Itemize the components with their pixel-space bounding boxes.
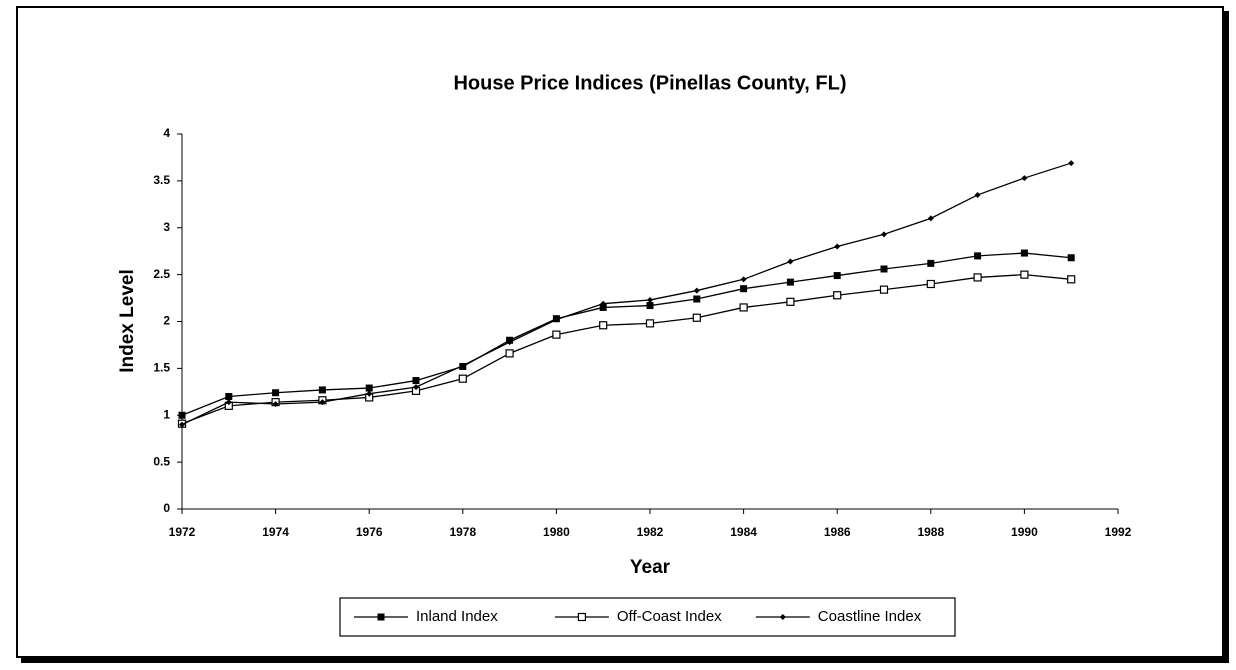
- legend-label: Inland Index: [416, 608, 498, 625]
- marker: [1020, 249, 1028, 257]
- marker: [926, 279, 935, 289]
- marker: [553, 316, 560, 323]
- marker: [319, 399, 326, 406]
- x-tick-label: 1982: [637, 525, 664, 539]
- marker: [693, 295, 701, 303]
- marker: [646, 302, 654, 310]
- series-line: [181, 252, 1072, 416]
- marker: [459, 362, 466, 369]
- marker: [974, 252, 982, 260]
- marker: [880, 265, 888, 273]
- marker: [879, 285, 889, 294]
- legend-label: Coastline Index: [818, 608, 922, 625]
- series-line: [181, 273, 1072, 425]
- marker: [693, 287, 700, 294]
- y-tick-label: 4: [163, 126, 170, 140]
- marker: [505, 349, 514, 358]
- marker: [506, 339, 513, 346]
- legend-box: [339, 597, 956, 637]
- marker: [178, 411, 186, 419]
- y-tick-label: 1: [163, 407, 170, 421]
- marker: [833, 291, 842, 300]
- marker: [645, 319, 655, 328]
- marker: [740, 285, 748, 293]
- marker: [786, 278, 794, 286]
- marker: [272, 401, 279, 407]
- marker: [1020, 270, 1029, 279]
- y-tick-label: 3: [163, 220, 170, 234]
- legend-marker: [377, 613, 385, 621]
- x-tick-label: 1990: [1011, 525, 1038, 539]
- marker: [318, 386, 326, 394]
- x-tick-label: 1978: [449, 525, 476, 539]
- marker: [974, 191, 981, 198]
- marker: [927, 259, 935, 267]
- marker: [786, 297, 795, 306]
- marker: [365, 384, 373, 392]
- marker: [973, 273, 982, 282]
- marker: [552, 330, 561, 339]
- legend-marker: [577, 612, 587, 622]
- series-line: [181, 162, 1072, 426]
- x-tick-label: 1988: [917, 525, 944, 539]
- marker: [927, 215, 934, 222]
- y-tick-label: 1.5: [153, 361, 170, 375]
- y-tick-label: 2: [163, 314, 170, 328]
- chart-title: House Price Indices (Pinellas County, FL…: [453, 72, 846, 94]
- x-tick-label: 1974: [262, 525, 289, 539]
- chart-frame: [16, 6, 1224, 658]
- marker: [1067, 275, 1076, 284]
- marker: [599, 303, 607, 311]
- marker: [881, 231, 887, 238]
- y-axis-title: Index Level: [117, 269, 138, 373]
- marker: [740, 276, 747, 283]
- marker: [366, 390, 373, 397]
- marker: [787, 258, 794, 265]
- marker: [647, 296, 653, 303]
- marker: [739, 303, 748, 312]
- marker: [272, 389, 280, 397]
- legend-marker: [779, 614, 786, 620]
- marker: [599, 321, 608, 330]
- marker: [1067, 254, 1075, 262]
- marker: [600, 300, 607, 307]
- x-tick-label: 1992: [1105, 525, 1132, 539]
- x-tick-label: 1980: [543, 525, 570, 539]
- marker: [834, 243, 841, 250]
- marker: [1021, 175, 1028, 182]
- y-tick-label: 0: [163, 501, 170, 515]
- marker: [692, 313, 701, 322]
- legend-label: Off-Coast Index: [617, 608, 722, 625]
- marker: [225, 393, 233, 400]
- marker: [833, 272, 841, 280]
- marker: [413, 384, 419, 391]
- marker: [179, 421, 185, 428]
- marker: [1068, 160, 1075, 167]
- marker: [412, 377, 420, 385]
- y-tick-label: 3.5: [153, 173, 170, 187]
- x-tick-label: 1984: [730, 525, 757, 539]
- x-tick-label: 1976: [356, 525, 383, 539]
- x-tick-label: 1972: [169, 525, 196, 539]
- marker: [458, 374, 467, 383]
- y-tick-label: 0.5: [153, 454, 170, 468]
- marker: [225, 399, 232, 406]
- x-tick-label: 1986: [824, 525, 851, 539]
- y-tick-label: 2.5: [153, 267, 170, 281]
- x-axis-title: Year: [630, 557, 671, 578]
